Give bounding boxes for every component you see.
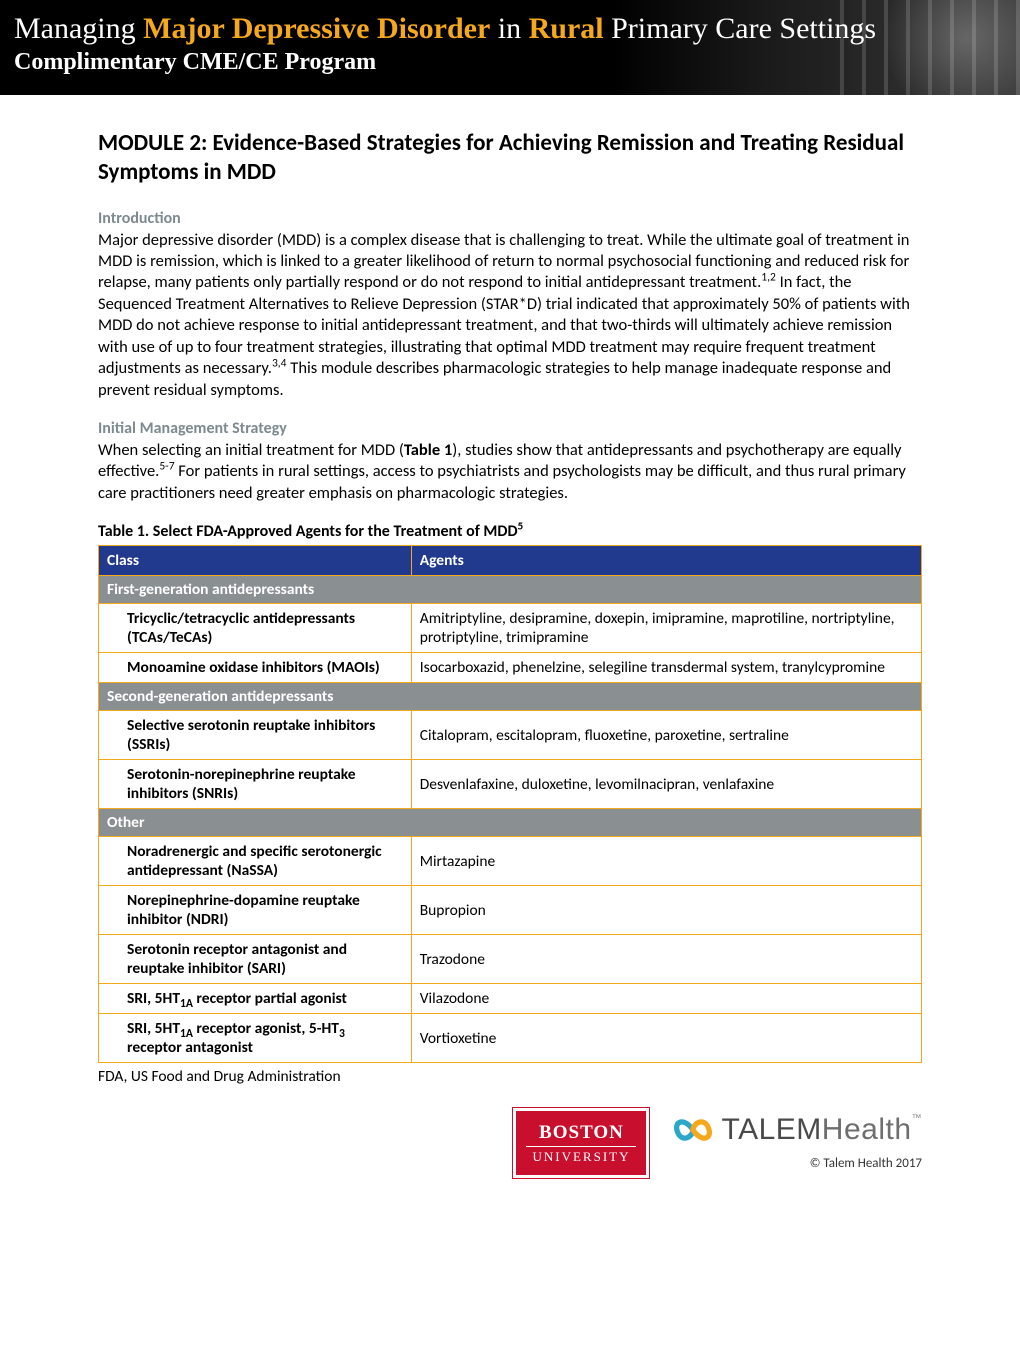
strategy-text: When selecting an initial treatment for … bbox=[98, 440, 404, 460]
table-cell-agents: Mirtazapine bbox=[411, 837, 921, 886]
trademark-symbol: ™ bbox=[912, 1113, 923, 1124]
table-cell-agents: Amitriptyline, desipramine, doxepin, imi… bbox=[411, 604, 921, 653]
boston-university-logo: BOSTON UNIVERSITY bbox=[513, 1108, 649, 1178]
table-group-label: First-generation antidepressants bbox=[99, 576, 922, 604]
citation-sup: 3,4 bbox=[272, 357, 287, 371]
boston-logo-line1: BOSTON bbox=[516, 1122, 646, 1144]
table-group-row: First-generation antidepressants bbox=[99, 576, 922, 604]
table-row: Noradrenergic and specific serotonergic … bbox=[99, 837, 922, 886]
table-cell-class: Selective serotonin reuptake inhibitors … bbox=[99, 711, 412, 760]
table-cell-class: SRI, 5HT1A receptor agonist, 5-HT3 recep… bbox=[99, 1014, 412, 1063]
table-cell-agents: Citalopram, escitalopram, fluoxetine, pa… bbox=[411, 711, 921, 760]
table-row: SRI, 5HT1A receptor partial agonistVilaz… bbox=[99, 984, 922, 1014]
intro-paragraph: Major depressive disorder (MDD) is a com… bbox=[98, 230, 922, 402]
boston-logo-line2: UNIVERSITY bbox=[526, 1146, 636, 1165]
table-group-label: Other bbox=[99, 809, 922, 837]
table-group-label: Second-generation antidepressants bbox=[99, 683, 922, 711]
table-group-row: Other bbox=[99, 809, 922, 837]
strategy-paragraph: When selecting an initial treatment for … bbox=[98, 440, 922, 504]
table-cell-agents: Isocarboxazid, phenelzine, selegiline tr… bbox=[411, 653, 921, 683]
agents-table: Class Agents First-generation antidepres… bbox=[98, 545, 922, 1063]
table-caption: Table 1. Select FDA-Approved Agents for … bbox=[98, 522, 922, 541]
table-row: Serotonin receptor antagonist and reupta… bbox=[99, 935, 922, 984]
strategy-text: For patients in rural settings, access t… bbox=[98, 461, 906, 502]
banner-subtitle: Complimentary CME/CE Program bbox=[14, 49, 1006, 76]
banner-title-part: Primary Care Settings bbox=[604, 12, 876, 45]
talem-infinity-icon bbox=[671, 1108, 715, 1152]
table-cell-agents: Vortioxetine bbox=[411, 1014, 921, 1063]
table-cell-class: Serotonin receptor antagonist and reupta… bbox=[99, 935, 412, 984]
talem-logo-row: TALEMHealth™ bbox=[671, 1108, 922, 1152]
table-cell-agents: Bupropion bbox=[411, 886, 921, 935]
table-cell-agents: Trazodone bbox=[411, 935, 921, 984]
copyright-text: © Talem Health 2017 bbox=[810, 1156, 922, 1171]
table-cell-class: Noradrenergic and specific serotonergic … bbox=[99, 837, 412, 886]
table-caption-text: Table 1. Select FDA-Approved Agents for … bbox=[98, 522, 518, 541]
table-row: Selective serotonin reuptake inhibitors … bbox=[99, 711, 922, 760]
table-row: Norepinephrine-dopamine reuptake inhibit… bbox=[99, 886, 922, 935]
banner-title-part: in bbox=[490, 12, 528, 45]
module-title: MODULE 2: Evidence-Based Strategies for … bbox=[98, 129, 922, 187]
table-row: SRI, 5HT1A receptor agonist, 5-HT3 recep… bbox=[99, 1014, 922, 1063]
table-reference: Table 1 bbox=[404, 440, 452, 460]
table-header-row: Class Agents bbox=[99, 546, 922, 576]
table-cell-agents: Vilazodone bbox=[411, 984, 921, 1014]
banner-title-highlight: Major Depressive Disorder bbox=[143, 12, 490, 45]
banner-title-highlight: Rural bbox=[529, 12, 604, 45]
table-cell-class: Monoamine oxidase inhibitors (MAOIs) bbox=[99, 653, 412, 683]
talem-wordmark: TALEMHealth™ bbox=[721, 1113, 922, 1147]
talem-word2: Health bbox=[822, 1113, 912, 1146]
table-cell-class: Norepinephrine-dopamine reuptake inhibit… bbox=[99, 886, 412, 935]
table-cell-class: SRI, 5HT1A receptor partial agonist bbox=[99, 984, 412, 1014]
header-banner: Managing Major Depressive Disorder in Ru… bbox=[0, 0, 1020, 95]
table-cell-agents: Desvenlafaxine, duloxetine, levomilnacip… bbox=[411, 760, 921, 809]
talem-health-logo: TALEMHealth™ © Talem Health 2017 bbox=[671, 1108, 922, 1171]
section-heading-introduction: Introduction bbox=[98, 209, 922, 228]
banner-title: Managing Major Depressive Disorder in Ru… bbox=[14, 12, 1006, 45]
talem-word1: TALEM bbox=[721, 1113, 821, 1146]
citation-sup: 5-7 bbox=[159, 460, 174, 474]
table-header-agents: Agents bbox=[411, 546, 921, 576]
table-footnote: FDA, US Food and Drug Administration bbox=[98, 1067, 922, 1086]
table-row: Serotonin-norepinephrine reuptake inhibi… bbox=[99, 760, 922, 809]
table-cell-class: Tricyclic/tetracyclic antidepressants (T… bbox=[99, 604, 412, 653]
banner-title-part: Managing bbox=[14, 12, 143, 45]
table-row: Tricyclic/tetracyclic antidepressants (T… bbox=[99, 604, 922, 653]
table-header-class: Class bbox=[99, 546, 412, 576]
table-cell-class: Serotonin-norepinephrine reuptake inhibi… bbox=[99, 760, 412, 809]
section-heading-strategy: Initial Management Strategy bbox=[98, 419, 922, 438]
citation-sup: 1,2 bbox=[761, 271, 776, 285]
table-row: Monoamine oxidase inhibitors (MAOIs)Isoc… bbox=[99, 653, 922, 683]
footer-logos: BOSTON UNIVERSITY TALEMHealth™ © Talem H… bbox=[0, 1096, 1020, 1198]
page-content: MODULE 2: Evidence-Based Strategies for … bbox=[0, 95, 1020, 1096]
citation-sup: 5 bbox=[518, 520, 524, 534]
table-group-row: Second-generation antidepressants bbox=[99, 683, 922, 711]
